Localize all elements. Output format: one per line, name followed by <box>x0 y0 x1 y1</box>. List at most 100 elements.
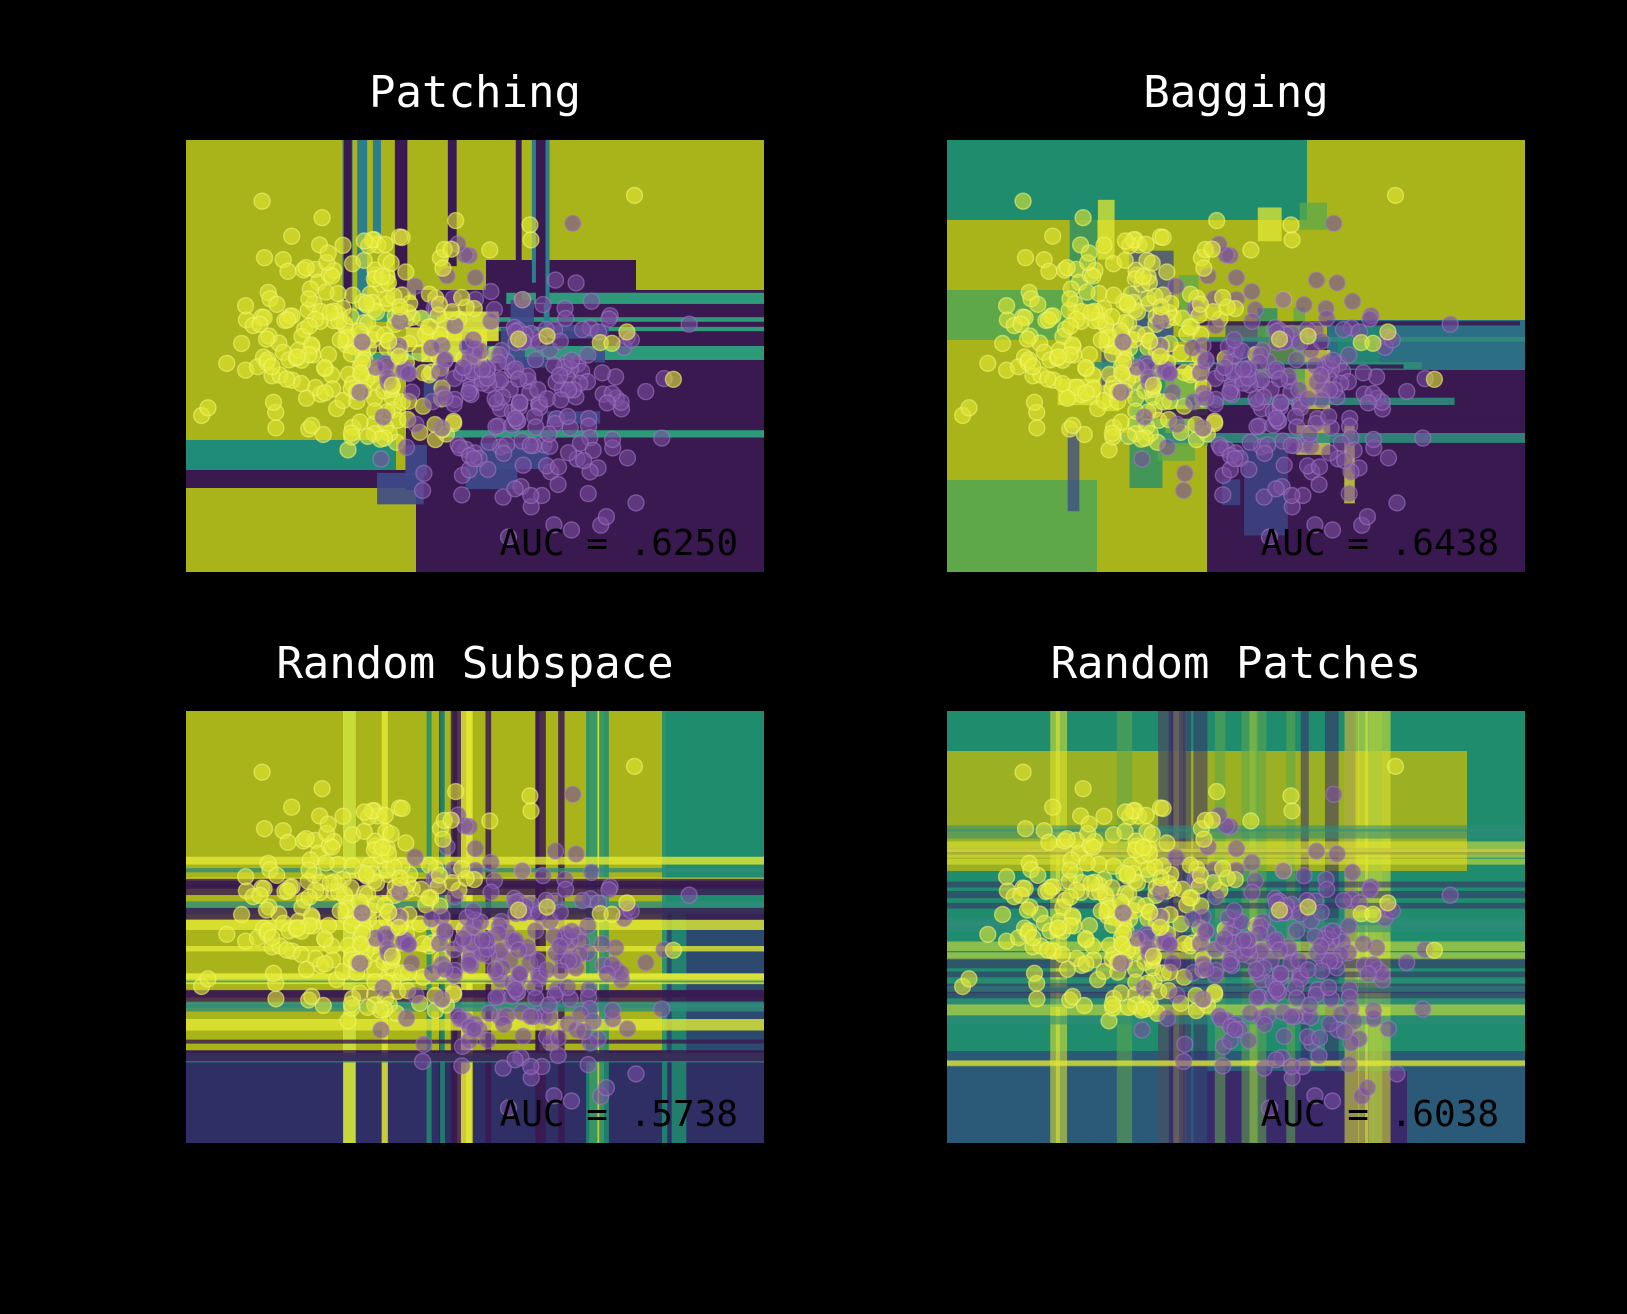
data-point-class-a <box>297 258 315 277</box>
data-point-class-a <box>278 370 296 388</box>
data-point-class-b <box>436 921 454 940</box>
data-point-class-a <box>297 389 316 407</box>
data-point-class-a <box>1077 955 1095 973</box>
data-point-class-a <box>1058 829 1076 848</box>
data-point-class-a <box>300 888 318 906</box>
data-point-class-b <box>680 886 698 904</box>
data-point-class-a <box>1018 901 1037 919</box>
data-point-class-b <box>1255 444 1274 463</box>
data-point-class-a <box>618 323 636 341</box>
data-point-class-a <box>263 928 281 947</box>
data-point-class-a <box>373 838 391 857</box>
data-point-class-b <box>567 845 585 863</box>
data-point-class-a <box>251 886 269 905</box>
data-point-class-a <box>313 779 331 798</box>
data-point-class-a <box>1113 935 1131 953</box>
data-point-class-a <box>268 295 286 314</box>
data-point-class-b <box>540 425 558 443</box>
data-point-class-a <box>1028 990 1046 1008</box>
data-point-class-b <box>513 862 531 880</box>
data-point-class-a <box>1208 211 1226 230</box>
region-fragment <box>1257 207 1282 242</box>
data-point-class-b <box>1359 965 1377 983</box>
data-point-class-a <box>383 376 402 394</box>
data-point-class-a <box>297 829 315 848</box>
data-point-class-a <box>1118 294 1137 313</box>
data-point-class-a <box>434 259 452 277</box>
data-point-class-a <box>1191 295 1210 313</box>
data-point-class-a <box>297 960 316 978</box>
data-point-class-b <box>1283 486 1301 505</box>
data-point-class-b <box>506 1051 524 1069</box>
data-point-class-b <box>1243 312 1261 331</box>
data-point-class-b <box>1114 904 1132 922</box>
region-stripe <box>515 140 522 301</box>
data-point-class-b <box>603 430 622 449</box>
data-point-class-b <box>1274 862 1292 880</box>
data-point-class-a <box>1014 192 1032 210</box>
region-stripe-horizontal <box>947 858 1525 865</box>
data-point-class-a <box>1181 318 1199 336</box>
auc-annotation-random-patches: AUC = .6038 <box>1261 1094 1499 1135</box>
data-point-class-a <box>1151 918 1169 937</box>
data-point-class-a <box>993 905 1012 924</box>
data-point-class-b <box>422 339 441 357</box>
data-point-class-b <box>482 312 500 331</box>
data-point-class-a <box>355 803 374 821</box>
data-point-class-a <box>1025 964 1044 982</box>
data-point-class-a <box>618 894 636 912</box>
data-point-class-a <box>288 348 306 366</box>
data-point-class-b <box>600 881 618 899</box>
data-point-class-a <box>1116 803 1135 821</box>
data-point-class-a <box>342 307 360 326</box>
region-stripe <box>352 352 764 360</box>
data-point-class-a <box>343 286 362 304</box>
data-point-class-b <box>1241 433 1259 451</box>
data-point-class-a <box>302 987 321 1006</box>
data-point-class-a <box>420 889 438 907</box>
data-point-class-a <box>343 857 362 875</box>
data-point-class-a <box>664 370 683 389</box>
data-point-class-b <box>521 1007 539 1026</box>
data-point-class-b <box>545 516 563 534</box>
data-point-class-a <box>1144 376 1163 394</box>
data-point-class-a <box>1116 822 1134 841</box>
panel-title-random-subspace: Random Subspace <box>276 638 673 689</box>
data-point-class-b <box>1207 887 1225 906</box>
region-stripe-horizontal <box>186 884 764 896</box>
data-point-class-b <box>1267 1051 1285 1069</box>
data-point-class-a <box>1025 393 1044 411</box>
data-point-class-b <box>1328 845 1346 863</box>
data-point-class-a <box>218 925 236 944</box>
data-point-class-a <box>342 878 360 897</box>
data-point-class-a <box>625 186 644 205</box>
data-point-class-b <box>637 382 655 401</box>
data-point-class-a <box>218 354 236 373</box>
region-stripe <box>372 140 381 236</box>
data-point-class-a <box>264 964 283 982</box>
data-point-class-a <box>1386 186 1405 205</box>
region-stripe <box>447 140 457 267</box>
data-point-class-b <box>1163 383 1182 401</box>
data-point-class-a <box>1082 874 1100 892</box>
data-point-class-a <box>379 332 398 350</box>
data-point-class-a <box>625 757 644 776</box>
data-point-class-a <box>1061 317 1079 335</box>
data-point-class-b <box>1214 486 1232 504</box>
data-point-class-a <box>1074 779 1092 798</box>
data-point-class-b <box>538 961 556 979</box>
data-point-class-b <box>1197 960 1215 978</box>
data-point-class-b <box>603 1001 622 1020</box>
data-point-class-b <box>1275 1027 1293 1045</box>
data-point-class-a <box>358 998 377 1017</box>
data-point-class-b <box>1323 1092 1342 1110</box>
data-point-class-b <box>534 866 552 885</box>
data-point-class-b <box>559 978 577 997</box>
data-point-class-b <box>482 282 500 301</box>
data-point-class-b <box>1133 450 1151 468</box>
data-point-class-b <box>680 315 698 333</box>
data-point-class-b <box>1240 460 1258 479</box>
data-point-class-a <box>397 263 415 281</box>
data-point-class-a <box>342 424 361 442</box>
data-point-class-a <box>1074 208 1092 227</box>
